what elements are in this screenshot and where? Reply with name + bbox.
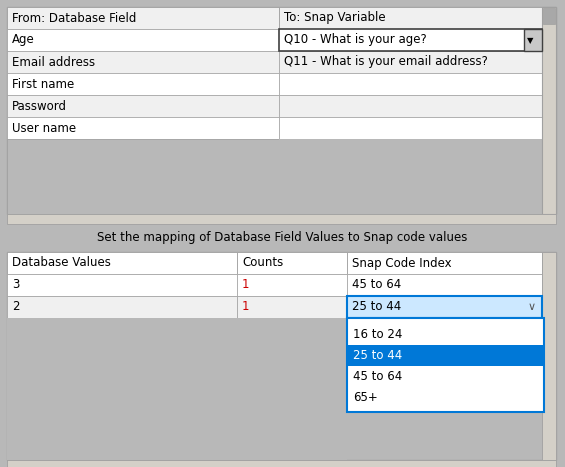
Bar — [7, 252, 237, 274]
Text: ▼: ▼ — [527, 36, 533, 45]
Bar — [7, 214, 556, 224]
Bar — [7, 7, 279, 29]
Bar — [542, 252, 556, 460]
Bar — [347, 252, 542, 274]
Bar — [237, 296, 347, 318]
Bar — [279, 51, 542, 73]
Bar — [7, 252, 556, 460]
Text: 16 to 24: 16 to 24 — [353, 328, 402, 341]
Text: Age: Age — [12, 34, 35, 47]
Text: 45 to 64: 45 to 64 — [352, 278, 401, 291]
Bar — [237, 274, 347, 296]
Text: 45 to 64: 45 to 64 — [353, 370, 402, 383]
Text: Set the mapping of Database Field Values to Snap code values: Set the mapping of Database Field Values… — [97, 232, 468, 245]
Bar — [7, 51, 279, 73]
Bar — [347, 318, 544, 412]
Bar — [279, 7, 542, 29]
Text: 25 to 44: 25 to 44 — [352, 300, 401, 313]
Text: From: Database Field: From: Database Field — [12, 12, 136, 24]
Bar — [542, 7, 556, 214]
Bar — [524, 29, 542, 51]
Text: Q11 - What is your email address?: Q11 - What is your email address? — [284, 56, 488, 69]
Text: 2: 2 — [12, 300, 20, 313]
Text: Counts: Counts — [242, 256, 283, 269]
Bar — [7, 117, 279, 139]
Bar — [347, 296, 542, 318]
Bar — [7, 7, 556, 214]
Bar — [347, 274, 542, 296]
Bar — [7, 29, 279, 51]
Bar — [279, 95, 542, 117]
Text: Password: Password — [12, 99, 67, 113]
Text: Snap Code Index: Snap Code Index — [352, 256, 451, 269]
Text: 65+: 65+ — [353, 391, 378, 404]
Text: 3: 3 — [12, 278, 19, 291]
Bar — [7, 296, 237, 318]
Bar — [237, 252, 347, 274]
Text: To: Snap Variable: To: Snap Variable — [284, 12, 386, 24]
Bar — [7, 73, 279, 95]
Bar — [279, 139, 542, 214]
Text: ∨: ∨ — [528, 302, 536, 312]
Bar — [279, 117, 542, 139]
Text: 1: 1 — [242, 278, 250, 291]
Text: Q10 - What is your age?: Q10 - What is your age? — [284, 34, 427, 47]
Bar — [7, 274, 237, 296]
Bar — [348, 345, 543, 366]
Bar — [7, 139, 542, 214]
Text: 25 to 44: 25 to 44 — [353, 349, 402, 362]
Text: 1: 1 — [242, 300, 250, 313]
Bar — [279, 73, 542, 95]
Text: Email address: Email address — [12, 56, 95, 69]
Text: First name: First name — [12, 78, 74, 91]
Text: Database Values: Database Values — [12, 256, 111, 269]
Bar — [7, 460, 556, 467]
Bar — [7, 95, 279, 117]
Bar — [279, 29, 542, 51]
Text: User name: User name — [12, 121, 76, 134]
Bar — [7, 318, 347, 460]
Bar — [543, 8, 555, 24]
